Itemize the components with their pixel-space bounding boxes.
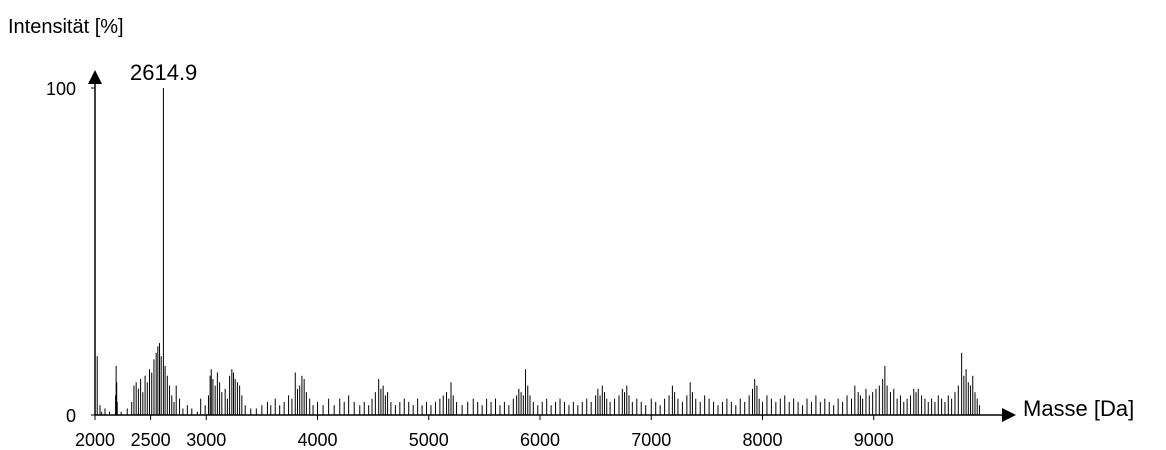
y-axis-label: Intensität [%] xyxy=(8,16,124,38)
spectrum-peaks xyxy=(96,88,980,415)
y-axis-arrow xyxy=(88,70,102,84)
x-tick-label-3: 4000 xyxy=(297,430,337,450)
x-axis-arrow xyxy=(1002,408,1016,422)
y-tick-label-1: 100 xyxy=(46,79,76,99)
x-tick-label-1: 2500 xyxy=(131,430,171,450)
y-tick-label-0: 0 xyxy=(66,406,76,426)
x-tick-label-7: 8000 xyxy=(742,430,782,450)
x-tick-label-4: 5000 xyxy=(409,430,449,450)
axes xyxy=(88,70,1016,422)
x-tick-label-0: 2000 xyxy=(75,430,115,450)
x-tick-label-6: 7000 xyxy=(631,430,671,450)
x-tick-label-8: 9000 xyxy=(854,430,894,450)
x-axis-label: Masse [Da] xyxy=(1023,396,1134,421)
ticks: 2000 2500 3000 4000 5000 6000 7000 8000 9000 0 100 xyxy=(46,79,894,450)
x-tick-label-2: 3000 xyxy=(186,430,226,450)
x-tick-label-5: 6000 xyxy=(520,430,560,450)
peak-label: 2614.9 xyxy=(130,60,197,85)
